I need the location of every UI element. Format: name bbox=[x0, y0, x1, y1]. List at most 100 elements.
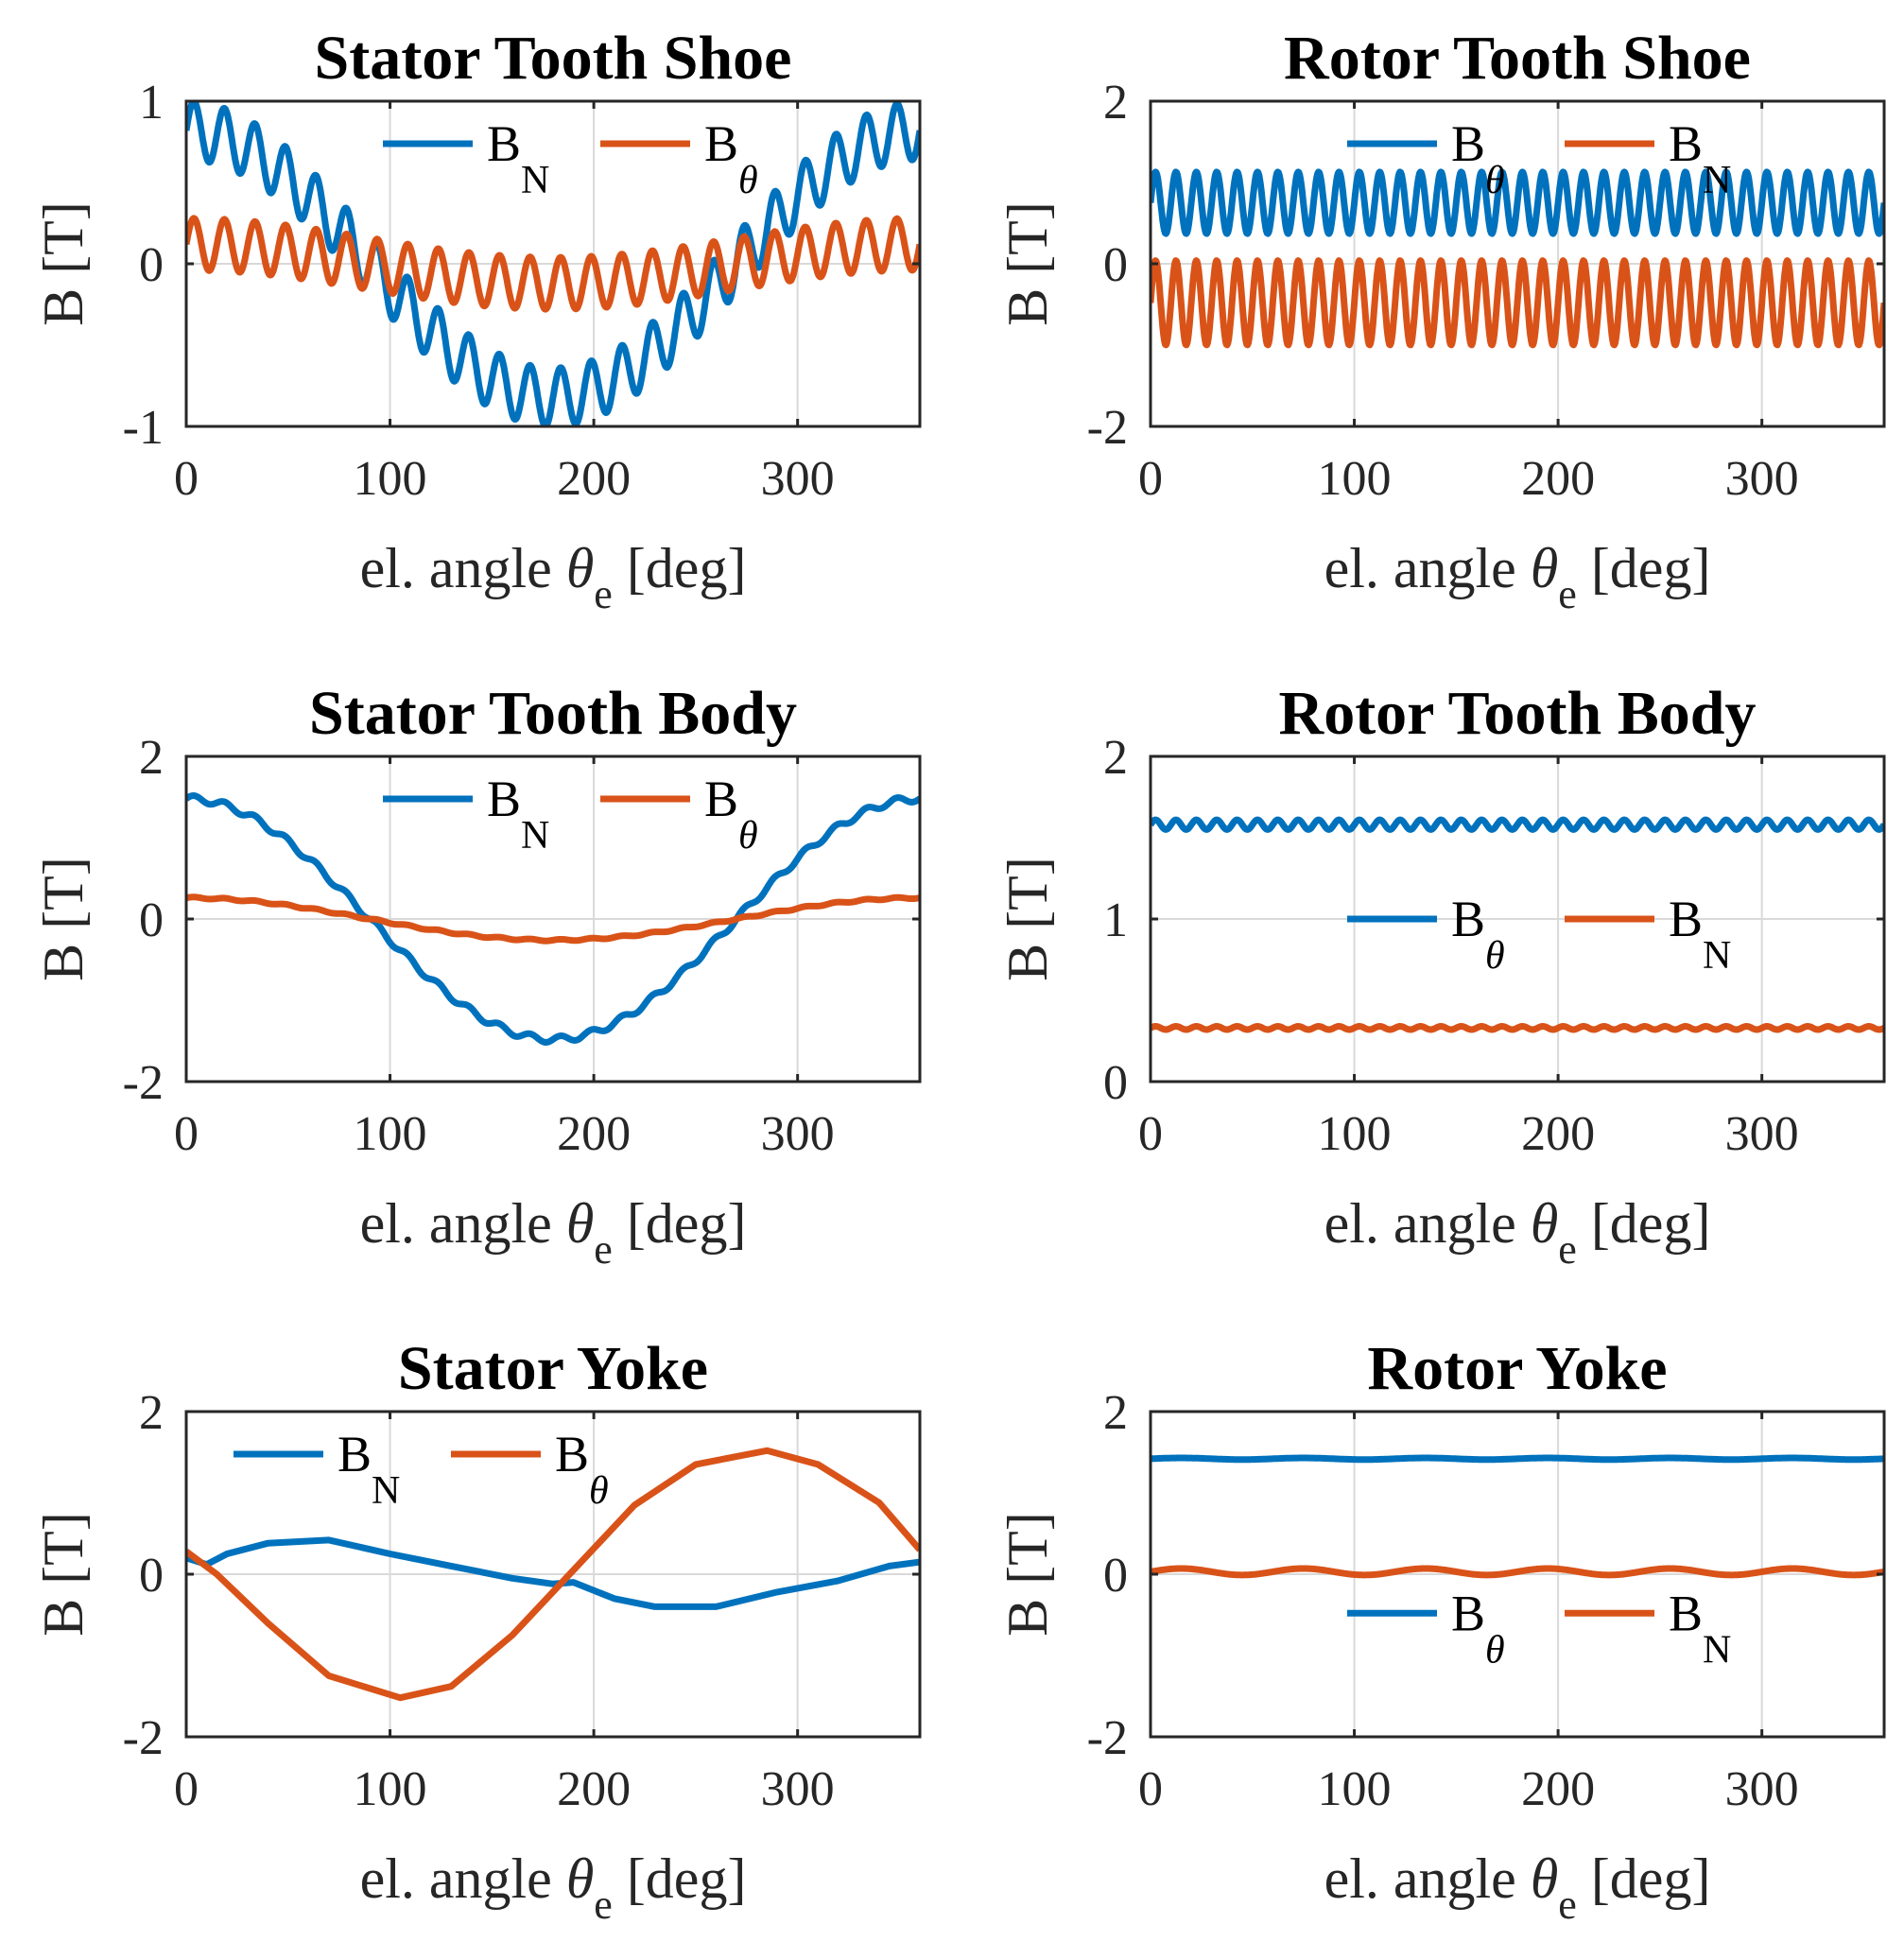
x-tick-label: 300 bbox=[1725, 1107, 1799, 1161]
y-tick-label: 0 bbox=[139, 893, 164, 947]
series-line-Bθ bbox=[1151, 1454, 1884, 1464]
legend-label: Bθ bbox=[704, 771, 758, 858]
series-group bbox=[1151, 1454, 1884, 1579]
legend: BN Bθ bbox=[383, 115, 758, 202]
x-tick-label: 100 bbox=[1318, 1762, 1392, 1816]
x-tick-label: 200 bbox=[557, 1107, 631, 1161]
series-line-Bθ bbox=[1151, 168, 1884, 237]
legend-label: BN bbox=[1669, 1585, 1731, 1672]
legend-label: Bθ bbox=[1451, 891, 1505, 978]
y-tick-label: -2 bbox=[123, 1711, 164, 1765]
series-line-BN bbox=[1151, 1565, 1884, 1579]
x-tick-label: 0 bbox=[1138, 1107, 1163, 1161]
legend-label: BN bbox=[1669, 115, 1731, 202]
y-tick-label: 0 bbox=[139, 238, 164, 292]
y-tick-label: 0 bbox=[1103, 238, 1128, 292]
x-axis-label: el. angle θe [deg] bbox=[360, 1192, 747, 1273]
y-tick-label: 2 bbox=[1103, 76, 1128, 130]
series-line-Bθ bbox=[1151, 816, 1884, 833]
x-axis-label: el. angle θe [deg] bbox=[1324, 537, 1711, 617]
y-axis-label: B [T] bbox=[996, 1512, 1059, 1637]
y-tick-label: 1 bbox=[1103, 893, 1128, 947]
series-line-BN bbox=[186, 792, 920, 1046]
series-group bbox=[186, 101, 920, 426]
y-axis-label: B [T] bbox=[996, 857, 1059, 981]
x-tick-label: 200 bbox=[1521, 1762, 1595, 1816]
legend: BN Bθ bbox=[234, 1426, 609, 1513]
legend: Bθ BN bbox=[1347, 115, 1731, 202]
legend: BN Bθ bbox=[383, 771, 758, 858]
x-tick-label: 200 bbox=[557, 1762, 631, 1816]
x-axis-label: el. angle θe [deg] bbox=[360, 1847, 747, 1928]
x-tick-label: 0 bbox=[174, 1107, 199, 1161]
x-tick-label: 200 bbox=[1521, 1107, 1595, 1161]
x-axis-label: el. angle θe [deg] bbox=[1324, 1847, 1711, 1928]
series-line-BN bbox=[186, 1536, 920, 1610]
x-tick-label: 100 bbox=[354, 452, 427, 506]
legend-label: BN bbox=[487, 771, 549, 858]
legend: Bθ BN bbox=[1347, 891, 1731, 978]
x-tick-label: 100 bbox=[354, 1107, 427, 1161]
x-tick-label: 300 bbox=[761, 1762, 835, 1816]
y-tick-label: -1 bbox=[123, 401, 164, 455]
y-axis-label: B [T] bbox=[32, 857, 95, 981]
series-line-Bθ bbox=[186, 215, 920, 313]
series-group bbox=[186, 1447, 920, 1702]
series-line-BN bbox=[1151, 1023, 1884, 1033]
y-tick-label: -2 bbox=[1087, 401, 1128, 455]
chart-title: Rotor Tooth Body bbox=[1279, 679, 1757, 748]
y-tick-label: 2 bbox=[1103, 1386, 1128, 1440]
y-axis-label: B [T] bbox=[32, 201, 95, 326]
series-group bbox=[186, 792, 920, 1046]
x-tick-label: 100 bbox=[354, 1762, 427, 1816]
chart-title: Stator Yoke bbox=[398, 1334, 708, 1403]
y-axis-label: B [T] bbox=[996, 201, 1059, 326]
x-tick-label: 300 bbox=[761, 452, 835, 506]
y-tick-label: 2 bbox=[139, 731, 164, 785]
y-tick-label: 0 bbox=[1103, 1056, 1128, 1110]
series-line-Bθ bbox=[186, 1447, 920, 1702]
x-tick-label: 200 bbox=[1521, 452, 1595, 506]
chart-title: Rotor Yoke bbox=[1367, 1334, 1667, 1403]
x-tick-label: 0 bbox=[1138, 452, 1163, 506]
legend-label: Bθ bbox=[1451, 1585, 1505, 1672]
series-line-BN bbox=[1151, 257, 1884, 349]
y-tick-label: 0 bbox=[139, 1549, 164, 1603]
y-tick-label: -2 bbox=[123, 1056, 164, 1110]
x-tick-label: 300 bbox=[761, 1107, 835, 1161]
legend-label: Bθ bbox=[1451, 115, 1505, 202]
chart-title: Stator Tooth Body bbox=[309, 679, 797, 748]
y-tick-label: 2 bbox=[1103, 731, 1128, 785]
x-tick-label: 0 bbox=[174, 452, 199, 506]
legend-label: Bθ bbox=[704, 115, 758, 202]
legend-label: BN bbox=[338, 1426, 400, 1513]
x-tick-label: 100 bbox=[1318, 1107, 1392, 1161]
legend: Bθ BN bbox=[1347, 1585, 1731, 1672]
chart-rotor-tooth-body: 0 100 200 300 0 1 2 Rotor Tooth Body B [T] el. an… bbox=[996, 679, 1886, 1273]
y-tick-label: 0 bbox=[1103, 1549, 1128, 1603]
y-axis-label: B [T] bbox=[32, 1512, 95, 1637]
x-tick-label: 0 bbox=[1138, 1762, 1163, 1816]
x-tick-label: 0 bbox=[174, 1762, 199, 1816]
series-line-BN bbox=[186, 101, 920, 426]
y-tick-label: 1 bbox=[139, 76, 164, 130]
chart-title: Stator Tooth Shoe bbox=[315, 24, 792, 93]
legend-label: Bθ bbox=[555, 1426, 609, 1513]
x-tick-label: 300 bbox=[1725, 1762, 1799, 1816]
y-tick-label: 2 bbox=[139, 1386, 164, 1440]
series-group bbox=[1151, 816, 1884, 1033]
x-axis-label: el. angle θe [deg] bbox=[1324, 1192, 1711, 1273]
series-line-Bθ bbox=[186, 893, 920, 945]
x-axis-label: el. angle θe [deg] bbox=[360, 537, 747, 617]
legend-label: BN bbox=[487, 115, 549, 202]
legend-label: BN bbox=[1669, 891, 1731, 978]
x-tick-label: 100 bbox=[1318, 452, 1392, 506]
chart-title: Rotor Tooth Shoe bbox=[1284, 24, 1751, 93]
y-tick-label: -2 bbox=[1087, 1711, 1128, 1765]
